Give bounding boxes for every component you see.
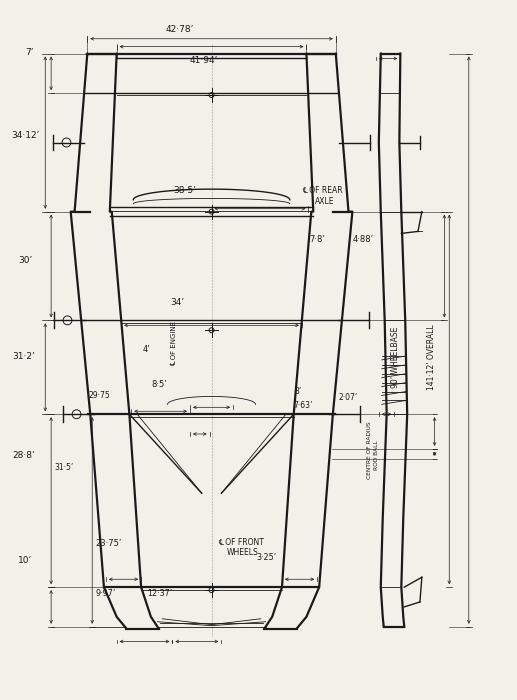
Text: 23·75’: 23·75’ bbox=[95, 539, 121, 548]
Text: 7·63’: 7·63’ bbox=[293, 401, 312, 410]
Text: 3’: 3’ bbox=[294, 387, 301, 396]
Text: 4’: 4’ bbox=[143, 346, 150, 354]
Text: AXLE: AXLE bbox=[314, 197, 334, 206]
Text: ℄ OF REAR: ℄ OF REAR bbox=[302, 186, 342, 195]
Text: 8·5’: 8·5’ bbox=[151, 380, 167, 389]
Text: ROD BALL: ROD BALL bbox=[374, 440, 379, 470]
Text: ℄ OF ENGINE: ℄ OF ENGINE bbox=[171, 321, 177, 365]
Text: 7·8’: 7·8’ bbox=[310, 234, 326, 244]
Text: 141·12’ OVERALL: 141·12’ OVERALL bbox=[427, 324, 436, 390]
Text: 31·2’: 31·2’ bbox=[12, 352, 35, 361]
Text: 3·25’: 3·25’ bbox=[256, 553, 277, 562]
Text: 4·88’: 4·88’ bbox=[353, 234, 374, 244]
Text: 34’: 34’ bbox=[170, 298, 184, 307]
Text: 38·5’: 38·5’ bbox=[173, 186, 196, 195]
Text: WHEELS: WHEELS bbox=[227, 548, 258, 557]
Text: ℄ OF FRONT: ℄ OF FRONT bbox=[218, 538, 264, 547]
Text: 9·97’: 9·97’ bbox=[96, 589, 116, 598]
Text: 34·12’: 34·12’ bbox=[11, 131, 40, 140]
Text: 10’: 10’ bbox=[19, 556, 33, 565]
Text: 42·78’: 42·78’ bbox=[165, 25, 194, 34]
Text: 2·07’: 2·07’ bbox=[339, 393, 358, 402]
Text: CENTRE OF RADIUS: CENTRE OF RADIUS bbox=[367, 421, 372, 479]
Text: 12·37’: 12·37’ bbox=[147, 589, 173, 598]
Text: 31·5’: 31·5’ bbox=[55, 463, 74, 472]
Text: 41·94’: 41·94’ bbox=[190, 57, 218, 65]
Text: 28·8’: 28·8’ bbox=[12, 451, 35, 460]
Text: 29·75: 29·75 bbox=[89, 391, 111, 400]
Text: 30’: 30’ bbox=[19, 256, 33, 265]
Text: 90’ WHEELBASE: 90’ WHEELBASE bbox=[391, 326, 400, 388]
Text: 7’: 7’ bbox=[25, 48, 34, 57]
